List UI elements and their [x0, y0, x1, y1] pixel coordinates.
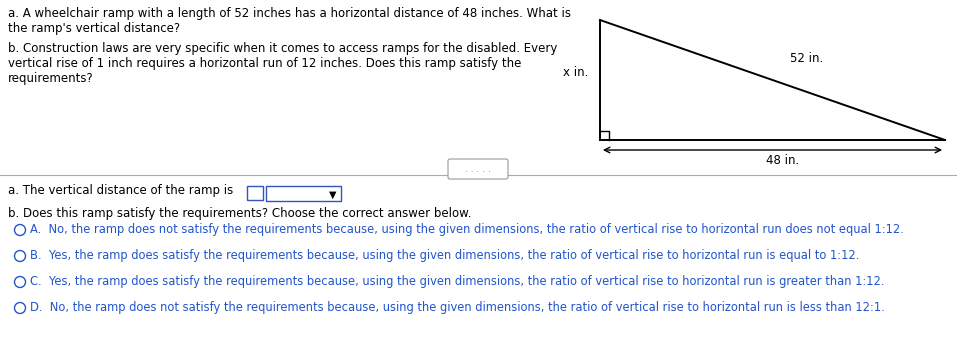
Text: b. Construction laws are very specific when it comes to access ramps for the dis: b. Construction laws are very specific w… [8, 42, 557, 85]
Bar [266, 186, 341, 201]
Text: ▼: ▼ [329, 189, 337, 200]
Text: C.  Yes, the ramp does satisfy the requirements because, using the given dimensi: C. Yes, the ramp does satisfy the requir… [31, 276, 885, 288]
Text: 52 in.: 52 in. [790, 52, 823, 65]
Text: B.  Yes, the ramp does satisfy the requirements because, using the given dimensi: B. Yes, the ramp does satisfy the requir… [31, 249, 860, 262]
Text: x in.: x in. [563, 66, 588, 78]
Text: 48 in.: 48 in. [766, 154, 799, 167]
Text: D.  No, the ramp does not satisfy the requirements because, using the given dime: D. No, the ramp does not satisfy the req… [31, 302, 885, 314]
Text: A.  No, the ramp does not satisfy the requirements because, using the given dime: A. No, the ramp does not satisfy the req… [31, 223, 904, 237]
Text: a. A wheelchair ramp with a length of 52 inches has a horizontal distance of 48 : a. A wheelchair ramp with a length of 52… [8, 7, 571, 35]
Text: a. The vertical distance of the ramp is: a. The vertical distance of the ramp is [8, 184, 234, 197]
Text: b. Does this ramp satisfy the requirements? Choose the correct answer below.: b. Does this ramp satisfy the requiremen… [8, 207, 472, 220]
Text: . . . . .: . . . . . [465, 164, 491, 174]
FancyBboxPatch shape [448, 159, 508, 179]
Bar [247, 186, 263, 200]
